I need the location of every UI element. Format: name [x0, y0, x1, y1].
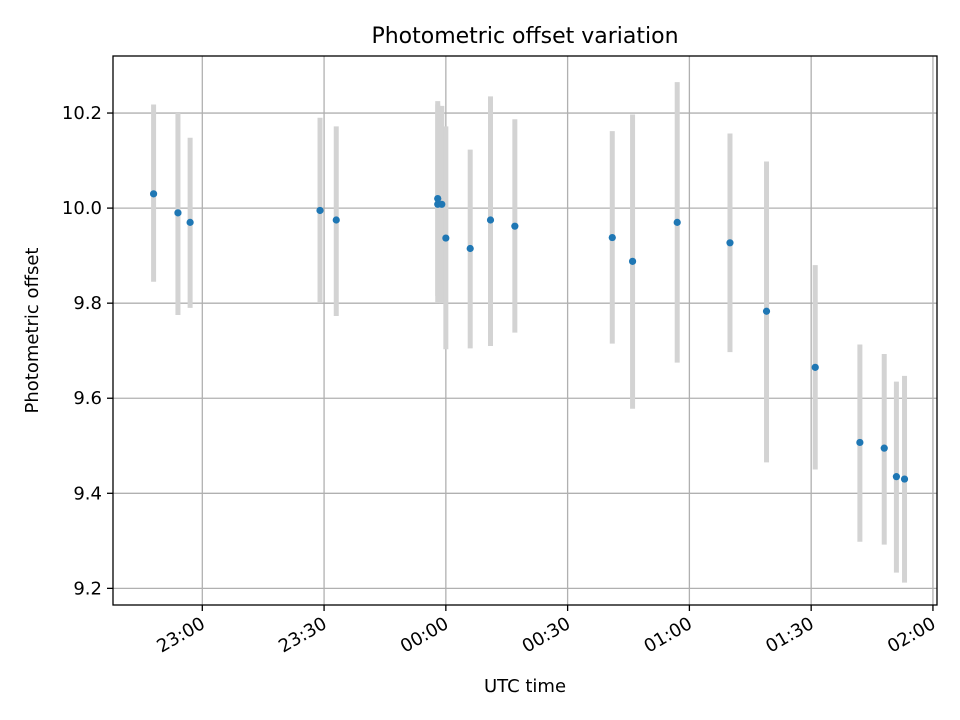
x-tick-label: 01:00 [640, 613, 695, 657]
data-point [149, 190, 158, 198]
x-ticks: 23:00 23:30 00:00 00:30 01:00 01:30 02:00 [153, 605, 939, 657]
x-tick-label: 01:30 [762, 613, 817, 657]
data-point [726, 239, 734, 247]
data-point [174, 209, 182, 217]
y-tick-label: 9.4 [73, 483, 102, 504]
data-point [628, 257, 637, 265]
data-point [900, 475, 909, 483]
data-point [466, 244, 474, 253]
data-point [880, 444, 888, 452]
x-tick-label: 23:00 [153, 613, 208, 657]
data-point [186, 218, 194, 226]
y-tick-label: 9.2 [73, 578, 102, 599]
grid-layer [113, 56, 937, 605]
y-tick-label: 9.6 [73, 388, 102, 409]
data-point [511, 222, 519, 230]
data-point [892, 473, 901, 481]
data-point [434, 194, 442, 203]
point-layer [149, 190, 909, 483]
data-point [856, 438, 864, 447]
data-point [673, 218, 681, 226]
plot-frame [112, 55, 938, 606]
x-tick-label: 00:30 [519, 613, 574, 657]
y-tick-label: 9.8 [73, 293, 102, 314]
data-point [332, 216, 340, 224]
y-ticks: 9.2 9.4 9.6 9.8 10.0 10.2 [62, 103, 113, 599]
y-tick-label: 10.2 [62, 103, 102, 124]
data-point [486, 216, 495, 224]
x-axis-label: UTC time [484, 676, 566, 697]
y-tick-label: 10.0 [62, 198, 102, 219]
data-point [316, 206, 324, 215]
data-point [442, 234, 450, 242]
x-tick-label: 23:30 [275, 613, 330, 657]
y-axis-label: Photometric offset [22, 248, 43, 414]
errorbar-layer [151, 82, 908, 583]
data-point [811, 363, 819, 371]
data-point [608, 233, 616, 242]
x-tick-label: 02:00 [884, 613, 939, 657]
chart-title: Photometric offset variation [371, 24, 678, 49]
data-point [438, 200, 446, 208]
data-point [762, 307, 771, 315]
x-tick-label: 00:00 [397, 613, 452, 657]
